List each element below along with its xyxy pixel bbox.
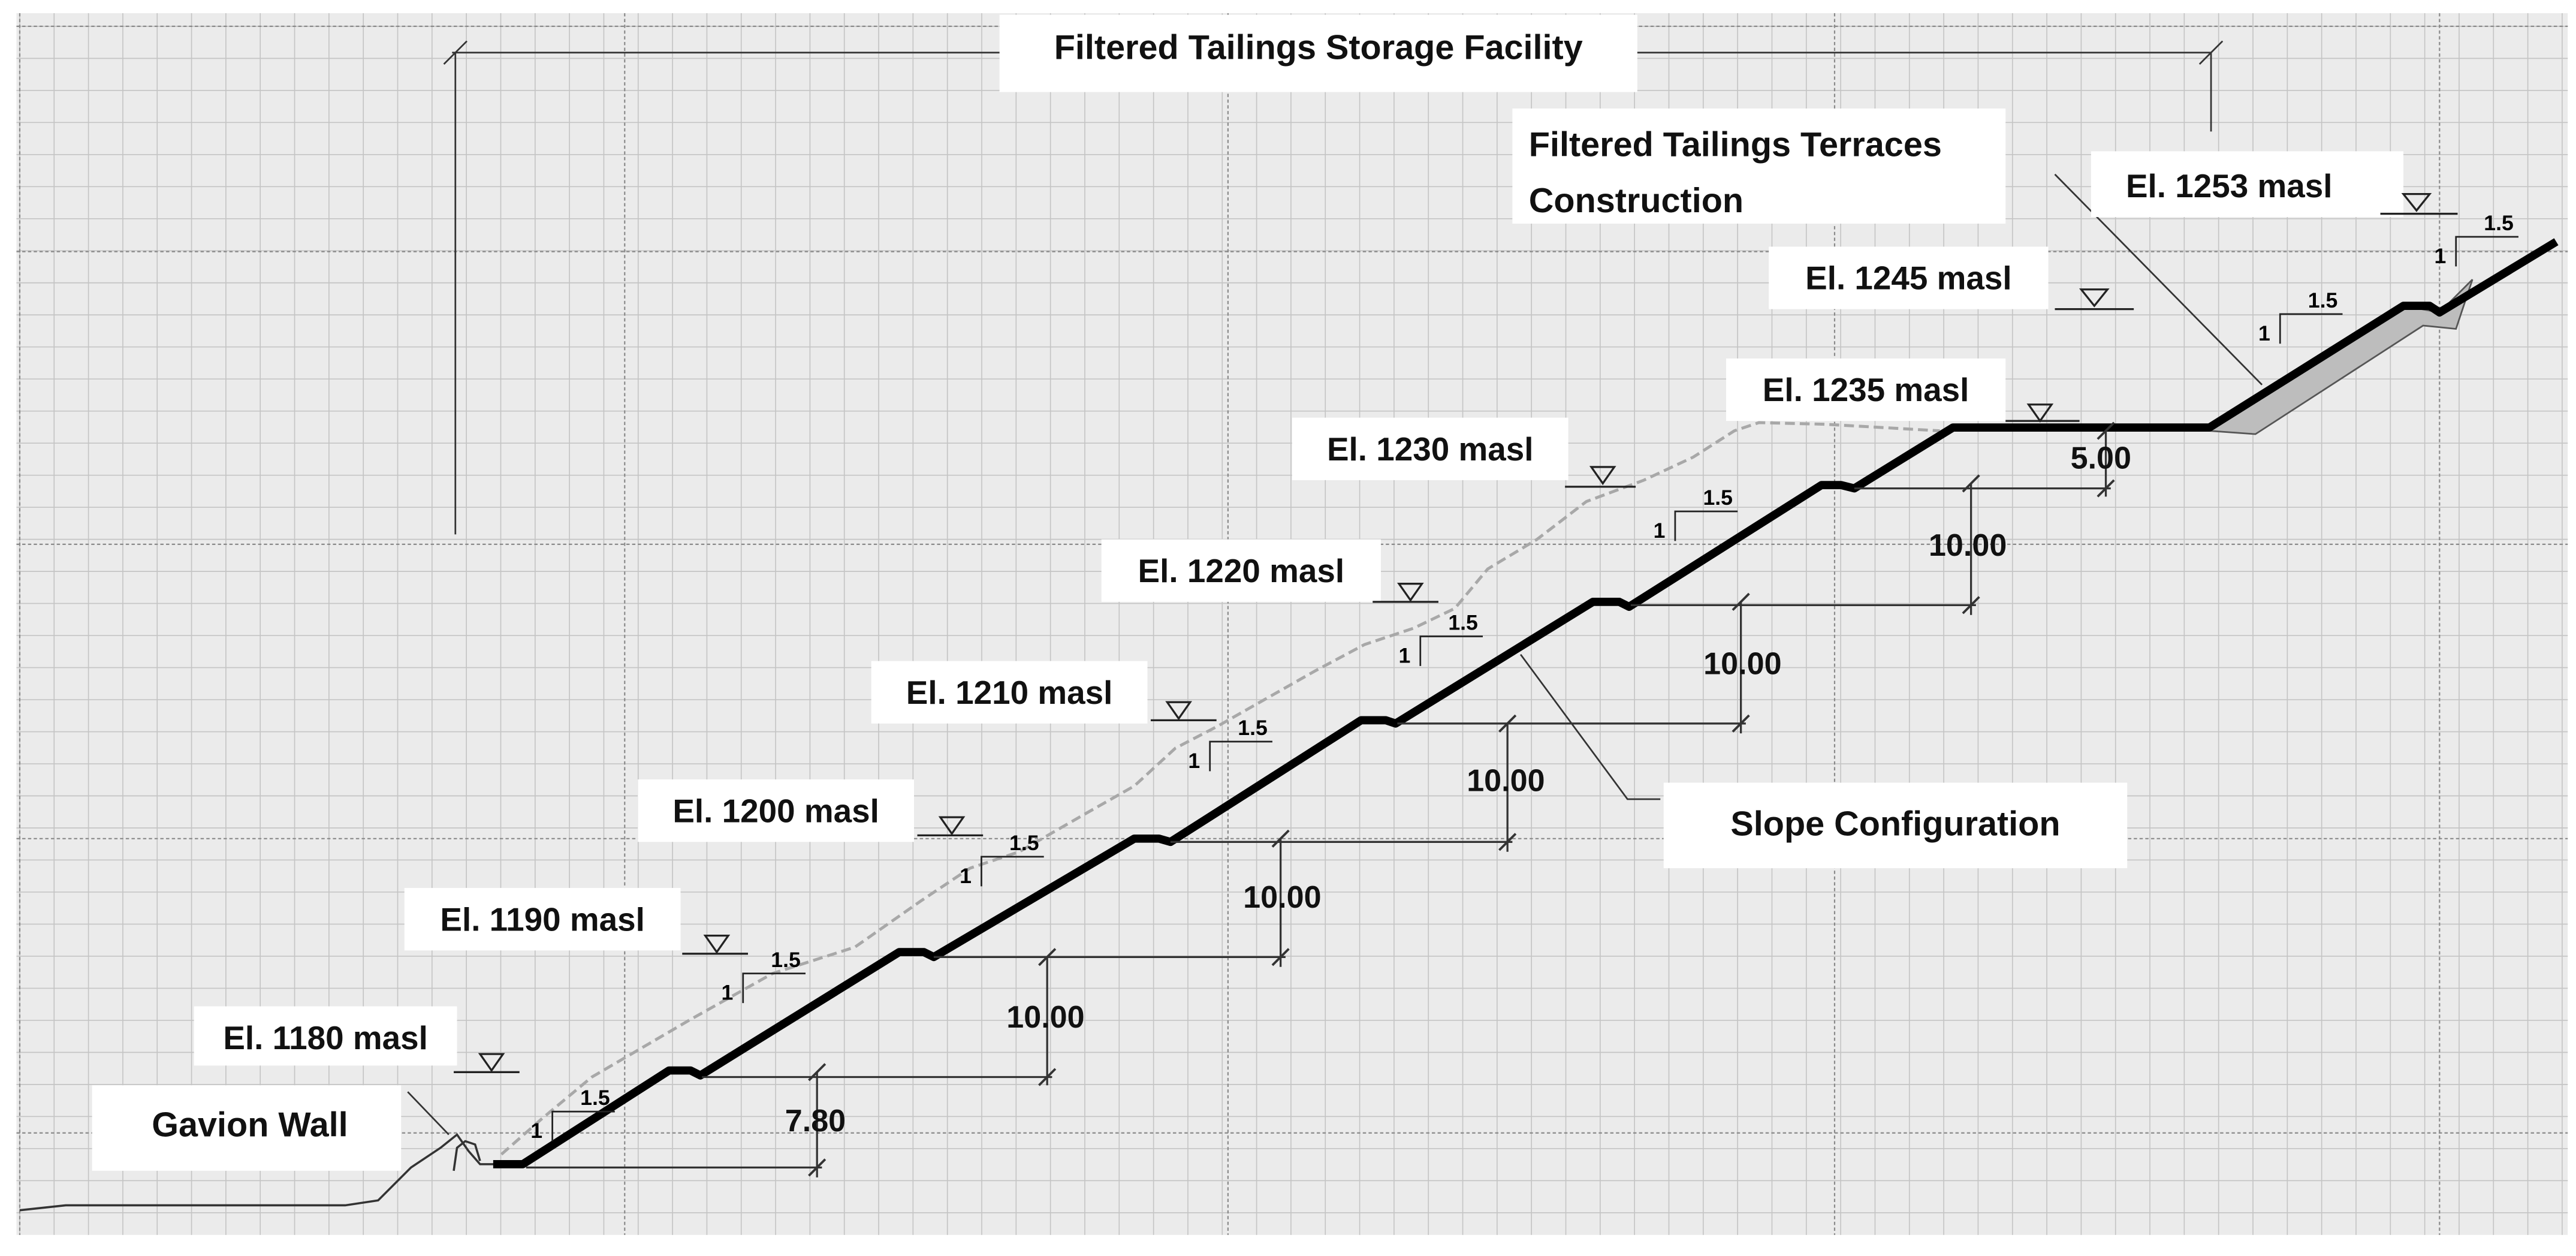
elev-box-1245: [1769, 246, 2049, 309]
elev-label-1245: El. 1245 masl: [1805, 260, 2012, 297]
gavion-callout-label: Gavion Wall: [152, 1106, 348, 1144]
dashed-terrace-outline: [500, 421, 1940, 1156]
title-box: [999, 14, 1637, 92]
elev-label-1235: El. 1235 masl: [1763, 371, 1969, 408]
elev-label-1180: El. 1180 masl: [223, 1019, 428, 1056]
terraces-callout-line2: Construction: [1529, 182, 1744, 220]
elev-marker-1230: [1565, 466, 1636, 488]
slope-ratio-mark: [1209, 740, 1272, 772]
slope-ratio-rise: 1: [2434, 244, 2446, 268]
dim-value-4: 10.00: [1467, 763, 1545, 798]
elev-box-1180: [194, 1006, 457, 1066]
slope-ratio-rise: 1: [2258, 321, 2270, 345]
gavion-callout-box: [92, 1085, 402, 1171]
elev-label-1220: El. 1220 masl: [1138, 552, 1345, 589]
slope-ratio-mark: [981, 856, 1044, 887]
elev-box-1200: [638, 779, 915, 842]
slope-ratio-mark: [742, 972, 806, 1004]
original-ground-line: [19, 1132, 502, 1212]
slope-ratio-rise: 1: [530, 1119, 542, 1143]
slope-callout-label: Slope Configuration: [1730, 805, 2060, 843]
dim-value-5: 10.00: [1703, 647, 1781, 682]
slope-ratio-rise: 1: [1654, 519, 1666, 543]
terraces-callout-line1: Filtered Tailings Terraces: [1529, 126, 1942, 164]
slope-ratio-rise: 1: [960, 864, 972, 888]
slope-profile: [493, 238, 2559, 1168]
slope-ratio-mark: [2455, 236, 2518, 267]
elev-box-1235: [1726, 358, 2006, 421]
elev-marker-1180: [454, 1053, 520, 1073]
elev-label-1253: El. 1253 masl: [2126, 167, 2333, 204]
terraces-callout-box: [1512, 109, 2006, 224]
slope-ratio-mark: [1674, 510, 1738, 541]
slope-ratio-rise: 1: [1188, 749, 1200, 773]
diagram-title: Filtered Tailings Storage Facility: [1054, 29, 1583, 67]
elev-label-1210: El. 1210 masl: [906, 674, 1113, 711]
slope-callout-box: [1663, 782, 2128, 869]
elev-box-1220: [1101, 539, 1381, 602]
dim-value-6: 10.00: [1929, 528, 2007, 563]
dim-value-7: 5.00: [2071, 441, 2131, 476]
slope-ratio-mark: [551, 1110, 615, 1141]
slope-ratio-run: 1.5: [580, 1086, 610, 1110]
extent-slash-left: [443, 40, 467, 65]
slope-ratio-mark: [2279, 313, 2343, 344]
dim-value-3: 10.00: [1243, 880, 1321, 915]
slope-ratio-run: 1.5: [1009, 831, 1039, 855]
elev-marker-1220: [1373, 583, 1438, 603]
slope-ratio-run: 1.5: [1703, 486, 1733, 510]
slope-ratio-rise: 1: [721, 981, 733, 1005]
elev-marker-1245: [2055, 288, 2134, 311]
elev-marker-1210: [1150, 701, 1217, 721]
slope-ratio-run: 1.5: [2484, 211, 2514, 235]
dim-value-1: 7.80: [785, 1104, 846, 1138]
slope-ratio-run: 1.5: [771, 948, 801, 972]
gavion-wall: [453, 1140, 481, 1171]
dim-value-2: 10.00: [1006, 1000, 1084, 1035]
elev-marker-1190: [682, 934, 748, 955]
elev-marker-1200: [917, 816, 984, 836]
elev-label-1230: El. 1230 masl: [1327, 430, 1534, 468]
elev-marker-1235: [2005, 403, 2080, 423]
slope-config-leader: [1520, 653, 1661, 800]
elev-box-1253: [2091, 151, 2403, 218]
terraces-leader: [2054, 173, 2263, 385]
extent-slash-right: [2198, 40, 2224, 65]
elev-marker-1253: [2380, 193, 2458, 215]
gavion-leader: [407, 1091, 450, 1135]
slope-ratio-run: 1.5: [2308, 288, 2338, 312]
slope-ratio-run: 1.5: [1238, 716, 1268, 740]
elev-label-1190: El. 1190 masl: [440, 900, 645, 938]
slope-ratio-group: 1 1.5 1 1.5 1 1.5 1 1.5 1 1.5 1 1.5 1 1.5 1 1.5: [530, 211, 2518, 1143]
slope-ratio-mark: [1419, 635, 1483, 666]
elev-label-1200: El. 1200 masl: [672, 792, 879, 829]
dimension-ticks: [808, 421, 2115, 1177]
slope-ratio-run: 1.5: [1448, 610, 1478, 634]
slope-ratio-rise: 1: [1399, 643, 1411, 667]
elev-box-1190: [404, 888, 681, 951]
elev-box-1210: [871, 661, 1148, 724]
dimension-lines: [526, 430, 2111, 1177]
elev-box-1230: [1292, 417, 1568, 480]
